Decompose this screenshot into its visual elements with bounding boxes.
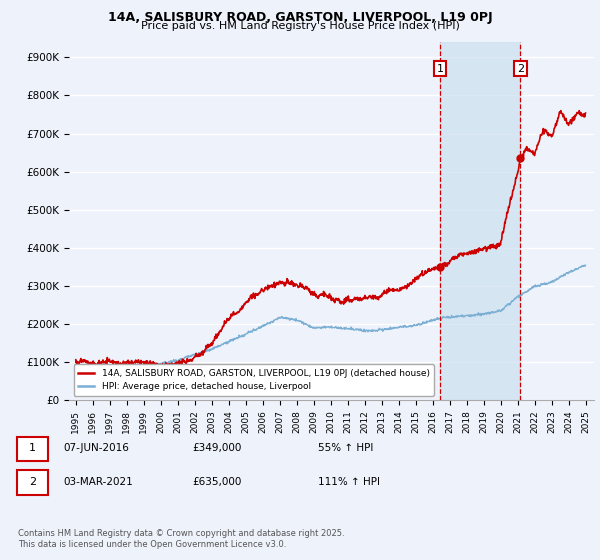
Text: 2: 2 [517,64,524,74]
Bar [440,42,520,400]
Text: 55% ↑ HPI: 55% ↑ HPI [318,443,373,453]
Text: 1: 1 [29,443,36,453]
Text: £349,000: £349,000 [192,443,241,453]
Text: Contains HM Land Registry data © Crown copyright and database right 2025.
This d: Contains HM Land Registry data © Crown c… [18,529,344,549]
Text: 03-MAR-2021: 03-MAR-2021 [63,477,133,487]
Text: Price paid vs. HM Land Registry's House Price Index (HPI): Price paid vs. HM Land Registry's House … [140,21,460,31]
Text: 14A, SALISBURY ROAD, GARSTON, LIVERPOOL, L19 0PJ: 14A, SALISBURY ROAD, GARSTON, LIVERPOOL,… [107,11,493,24]
Text: 111% ↑ HPI: 111% ↑ HPI [318,477,380,487]
Text: 1: 1 [437,64,443,74]
Text: 2: 2 [29,477,36,487]
Text: £635,000: £635,000 [192,477,241,487]
Text: 07-JUN-2016: 07-JUN-2016 [63,443,129,453]
Legend: 14A, SALISBURY ROAD, GARSTON, LIVERPOOL, L19 0PJ (detached house), HPI: Average : 14A, SALISBURY ROAD, GARSTON, LIVERPOOL,… [74,365,434,396]
